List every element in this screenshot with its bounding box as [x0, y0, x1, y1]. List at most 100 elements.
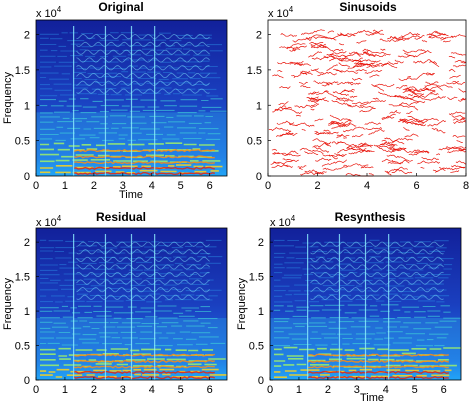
y-tick-labels: 0 0.5 1 1.5 2 — [247, 30, 271, 183]
x-tick-labels: 0 1 2 3 4 5 6 — [267, 377, 447, 396]
sinusoid-track — [321, 84, 330, 87]
sinusoid-track — [332, 91, 350, 96]
sinusoid-track — [277, 60, 304, 65]
sinusoid-track — [308, 97, 319, 101]
sinusoid-track — [308, 34, 337, 41]
sinusoid-track — [335, 98, 354, 102]
sinusoid-track — [437, 96, 446, 99]
strong-partial — [73, 365, 215, 369]
strong-partial — [73, 359, 215, 364]
sinusoid-track — [436, 153, 441, 156]
plot-frame — [35, 19, 228, 177]
sinusoid-track — [313, 97, 326, 102]
plot-frame — [269, 227, 462, 381]
sinusoid-track — [272, 109, 279, 113]
harmonic-stripe — [40, 325, 218, 330]
sinusoid-track — [397, 120, 409, 125]
vibrato-texture — [76, 34, 210, 40]
sinusoid-track — [442, 40, 451, 43]
vibrato-texture — [76, 88, 210, 94]
y-tick-label: 1 — [24, 100, 30, 112]
sinusoid-track — [301, 128, 306, 132]
sinusoid-track — [368, 173, 374, 176]
sinusoid-track — [295, 122, 315, 127]
sinusoid-track — [336, 81, 354, 85]
sinusoid-track — [334, 153, 347, 157]
sinusoid-track — [343, 89, 355, 93]
sinusoid-track — [381, 139, 387, 142]
sinusoid-track — [342, 126, 366, 133]
sinusoid-track — [319, 44, 344, 52]
vibrato-texture — [310, 241, 444, 247]
sinusoid-track — [391, 166, 408, 173]
sinusoid-track — [343, 163, 369, 167]
sinusoid-track — [270, 161, 288, 167]
panel-title: Original — [98, 0, 143, 14]
sinusoid-track — [404, 50, 432, 58]
sinusoid-track — [435, 170, 440, 173]
sinusoid-track — [381, 113, 396, 120]
y-tick-label: 0 — [256, 171, 262, 183]
x-tick-label: 0 — [267, 384, 273, 396]
sinusoid-track — [304, 151, 319, 155]
sinusoid-track — [336, 133, 343, 139]
sinusoid-track — [313, 36, 331, 40]
sinusoid-track — [368, 129, 385, 136]
sinusoid-track — [276, 120, 297, 126]
x-tick-label: 2 — [91, 384, 97, 396]
sinusoid-track — [406, 111, 413, 114]
sinusoid-track — [395, 95, 419, 103]
sinusoid-track — [450, 34, 466, 38]
sinusoid-track — [457, 98, 466, 102]
strong-partial — [73, 166, 215, 170]
sinusoid-track — [404, 133, 419, 138]
sinusoid-track — [349, 95, 358, 98]
sinusoid-track — [364, 121, 381, 125]
vibrato-texture — [76, 41, 210, 47]
harmonic-stripe — [40, 109, 228, 114]
sinusoid-track — [279, 46, 295, 50]
harmonic-stripe — [274, 239, 449, 244]
sinusoid-track — [364, 69, 383, 75]
harmonic-stripe — [274, 309, 451, 314]
x-tick-label: 0 — [33, 384, 39, 396]
sinusoid-track — [392, 147, 403, 152]
panel-sinusoids: Sinusoids x 104 0 0.5 1 1.5 2 0 2 4 6 8 — [247, 0, 469, 192]
sinusoid-track — [280, 105, 287, 109]
x-tick-label: 0 — [33, 180, 39, 192]
sinusoid-track — [425, 81, 453, 89]
sinusoid-track — [460, 118, 466, 121]
sinusoid-track — [328, 50, 347, 56]
y-tick-label: 1.5 — [249, 272, 264, 284]
panel-title: Resynthesis — [335, 210, 406, 224]
sinusoid-track — [421, 156, 439, 161]
sinusoid-track — [346, 143, 372, 149]
y-tick-label: 0.5 — [15, 136, 30, 148]
vibrato-texture — [310, 249, 444, 255]
sinusoid-track — [447, 96, 458, 100]
harmonic-stripe — [274, 346, 462, 351]
vibrato-texture — [76, 65, 210, 71]
sinusoid-track — [373, 144, 397, 153]
sinusoid-track — [380, 141, 396, 147]
sinusoid-track — [310, 69, 337, 76]
x-axis-label: Time — [119, 189, 143, 201]
sinusoid-track — [413, 93, 439, 98]
strong-partial — [73, 171, 215, 176]
vibrato-texture — [76, 241, 210, 247]
sinusoid-track — [356, 40, 367, 44]
sinusoid-track — [412, 35, 422, 38]
sinusoid-track — [336, 134, 350, 137]
sinusoid-track — [329, 114, 353, 122]
harmonic-stripe — [274, 261, 453, 266]
strong-partial — [307, 365, 449, 369]
harmonic-stripe — [40, 65, 218, 70]
sinusoid-track — [297, 165, 307, 169]
sinusoid-track — [428, 34, 442, 38]
sinusoid-track — [369, 74, 380, 78]
sinusoid-track — [278, 101, 289, 106]
sinusoid-track — [452, 117, 466, 121]
x-tick-label: 5 — [178, 384, 184, 396]
sinusoid-track — [448, 111, 466, 116]
